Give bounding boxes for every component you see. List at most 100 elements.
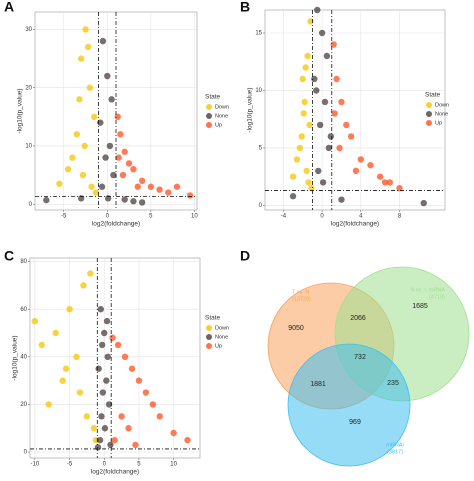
point — [119, 171, 127, 179]
set-label: N vs. L mRNA — [410, 287, 445, 293]
point — [101, 329, 108, 337]
point — [118, 413, 125, 420]
point — [343, 121, 350, 129]
point — [396, 184, 403, 192]
set-label: mRNAi — [386, 442, 403, 448]
point — [104, 195, 112, 202]
point — [327, 133, 335, 140]
point — [130, 166, 137, 173]
point — [420, 199, 427, 207]
x-tick-label: 10 — [191, 214, 198, 220]
set-count: (4718) — [429, 294, 445, 300]
point — [296, 144, 304, 152]
point — [314, 6, 321, 14]
point — [121, 196, 128, 203]
legend-label: Down — [215, 325, 229, 331]
point — [311, 75, 318, 83]
y-tick-label: 0 — [259, 203, 263, 209]
point — [104, 353, 111, 361]
region-count: 235 — [387, 380, 399, 387]
point — [318, 29, 326, 37]
point — [62, 365, 70, 372]
x-axis-label: log2(foldchange) — [92, 221, 140, 228]
legend-label: Down — [215, 104, 229, 110]
x-tick-label: 0 — [106, 214, 110, 220]
point — [125, 425, 132, 432]
region-count: 1685 — [412, 303, 428, 310]
point — [325, 144, 333, 152]
point — [99, 37, 107, 45]
point — [331, 110, 338, 117]
point — [156, 413, 163, 420]
legend-title: State — [205, 94, 221, 101]
point — [289, 173, 297, 180]
point — [115, 154, 122, 161]
point — [95, 365, 102, 372]
point — [134, 183, 141, 190]
point — [77, 55, 85, 62]
point — [147, 183, 155, 190]
point — [125, 160, 133, 167]
legend-swatch — [206, 122, 212, 128]
x-tick-label: 5 — [137, 462, 141, 468]
y-tick-label: 30 — [25, 27, 32, 33]
point — [138, 177, 146, 185]
point — [381, 179, 389, 186]
point — [79, 171, 87, 179]
point — [86, 84, 94, 91]
legend-label: Down — [435, 102, 449, 108]
legend-swatch — [426, 120, 432, 126]
region-count: 969 — [349, 419, 361, 426]
point — [76, 389, 84, 396]
x-tick-label: 8 — [398, 214, 402, 220]
y-tick-label: 20 — [20, 402, 27, 408]
x-tick-label: -5 — [61, 214, 67, 220]
point — [97, 305, 104, 313]
point — [306, 121, 313, 129]
point — [357, 156, 365, 163]
point — [321, 98, 329, 106]
legend-swatch — [206, 113, 212, 119]
x-axis-label: log2(foldchange) — [91, 469, 139, 476]
point — [304, 52, 311, 60]
point — [96, 436, 104, 444]
point — [121, 353, 129, 361]
y-tick-label: 10 — [255, 88, 262, 94]
legend-label: Up — [435, 120, 442, 126]
point — [165, 189, 172, 196]
panel-label: B — [240, 0, 250, 15]
point — [173, 183, 181, 190]
point — [386, 179, 394, 186]
panel-label: D — [240, 248, 250, 264]
y-tick-label: 0 — [29, 202, 33, 208]
point — [104, 72, 111, 80]
point — [135, 377, 143, 384]
point — [184, 436, 191, 444]
plot-area — [29, 257, 201, 459]
y-axis-label: -log10(p_value) — [17, 88, 24, 133]
x-tick-label: -5 — [67, 462, 73, 468]
legend-swatch — [206, 343, 212, 349]
y-tick-label: 5 — [259, 146, 263, 152]
point — [298, 133, 305, 140]
point — [73, 131, 81, 138]
point — [66, 305, 73, 313]
point — [316, 121, 324, 129]
point — [114, 113, 121, 121]
point — [98, 341, 106, 349]
point — [132, 441, 139, 449]
point — [333, 75, 340, 83]
plot-area — [264, 9, 446, 211]
point — [300, 110, 307, 117]
point — [117, 131, 124, 138]
point — [138, 199, 146, 206]
point — [105, 401, 113, 408]
point — [76, 96, 83, 103]
point — [31, 317, 39, 325]
point — [52, 329, 59, 337]
point — [81, 142, 88, 150]
legend-swatch — [426, 102, 432, 108]
point — [106, 142, 114, 150]
